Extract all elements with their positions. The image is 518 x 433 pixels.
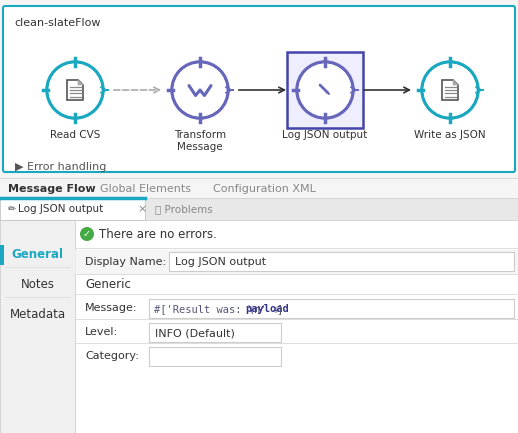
FancyBboxPatch shape [149, 347, 281, 366]
Text: Global Elements: Global Elements [100, 184, 191, 194]
Text: Read CVS: Read CVS [50, 130, 100, 140]
Text: ✓: ✓ [83, 229, 91, 239]
Text: ×: × [137, 204, 147, 214]
Polygon shape [67, 80, 83, 100]
Circle shape [174, 64, 226, 116]
Text: Configuration XML: Configuration XML [213, 184, 316, 194]
FancyBboxPatch shape [0, 245, 4, 265]
Circle shape [298, 64, 352, 116]
FancyBboxPatch shape [287, 52, 363, 128]
Circle shape [80, 227, 94, 241]
Text: INFO (Default): INFO (Default) [155, 328, 235, 338]
Text: Display Name:: Display Name: [85, 257, 166, 267]
Circle shape [49, 64, 102, 116]
Text: Notes: Notes [21, 278, 54, 291]
Text: Message Flow: Message Flow [8, 184, 96, 194]
FancyBboxPatch shape [149, 323, 281, 342]
Text: ▶ Error handling: ▶ Error handling [15, 162, 106, 172]
Text: clean-slateFlow: clean-slateFlow [14, 18, 100, 28]
Text: Log JSON output: Log JSON output [282, 130, 368, 140]
FancyBboxPatch shape [0, 198, 518, 433]
Polygon shape [442, 80, 458, 100]
Text: ]: ] [276, 304, 282, 314]
Text: 📊 Problems: 📊 Problems [155, 204, 213, 214]
Text: Metadata: Metadata [9, 308, 66, 321]
FancyBboxPatch shape [75, 220, 518, 433]
Text: ✏: ✏ [8, 204, 16, 214]
Text: Category:: Category: [85, 351, 139, 361]
Text: There are no errors.: There are no errors. [99, 227, 217, 240]
Circle shape [424, 64, 477, 116]
Text: Message:: Message: [85, 303, 137, 313]
Text: General: General [11, 249, 64, 262]
Text: Write as JSON: Write as JSON [414, 130, 486, 140]
FancyBboxPatch shape [75, 250, 518, 274]
FancyBboxPatch shape [169, 252, 514, 271]
Polygon shape [78, 80, 83, 85]
Text: Transform
Message: Transform Message [174, 130, 226, 152]
Text: Log JSON output: Log JSON output [175, 257, 266, 267]
Text: Generic: Generic [85, 278, 131, 291]
FancyBboxPatch shape [0, 198, 145, 220]
Text: payload: payload [246, 304, 289, 314]
Polygon shape [453, 80, 458, 85]
FancyBboxPatch shape [149, 299, 514, 318]
FancyBboxPatch shape [0, 220, 75, 433]
Text: #['Result was: \n' +: #['Result was: \n' + [154, 304, 285, 314]
Text: Level:: Level: [85, 327, 118, 337]
FancyBboxPatch shape [3, 6, 515, 172]
Text: Log JSON output: Log JSON output [18, 204, 103, 214]
